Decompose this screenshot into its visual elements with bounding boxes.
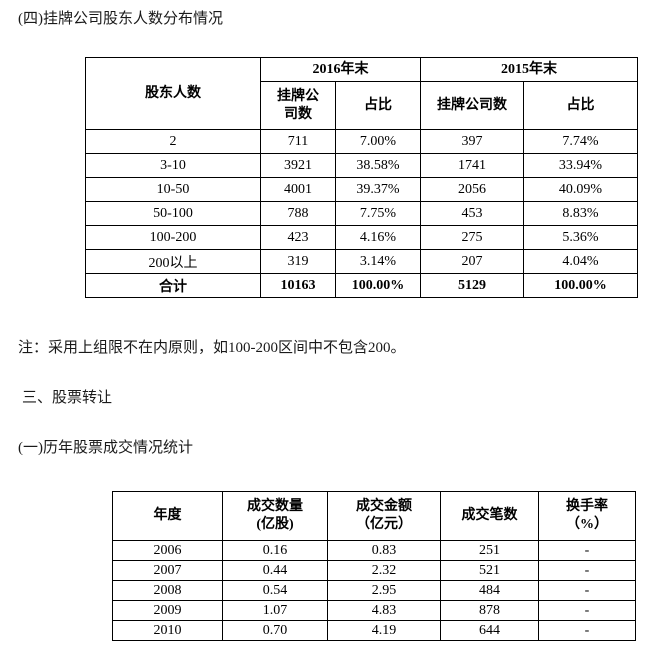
table-cell: 4001 <box>260 177 336 202</box>
table-row: 100-200 423 4.16% 275 5.36% <box>85 225 638 250</box>
table-cell: 397 <box>420 129 524 154</box>
table-cell: 2007 <box>112 560 223 581</box>
table-cell: 2009 <box>112 600 223 621</box>
table-cell: 50-100 <box>85 201 261 226</box>
table-cell: 40.09% <box>523 177 638 202</box>
table-header-row: 年度 成交数量 (亿股) 成交金额 （亿元） 成交笔数 换手率 （%） <box>112 491 636 541</box>
header-cell-turnover-rate: 换手率 （%） <box>538 491 636 541</box>
table-cell: 484 <box>440 580 539 601</box>
header-cell-share-2016: 占比 <box>335 81 421 130</box>
header-cell-shareholder-count: 股东人数 <box>85 57 261 130</box>
table-cell: 33.94% <box>523 153 638 178</box>
table-cell: 453 <box>420 201 524 226</box>
table-cell: 38.58% <box>335 153 421 178</box>
table-row: 10-50 4001 39.37% 2056 40.09% <box>85 177 638 202</box>
header-cell-trade-count: 成交笔数 <box>440 491 539 541</box>
table-cell: 0.83 <box>327 540 441 561</box>
table-cell: 2.95 <box>327 580 441 601</box>
table-cell: 788 <box>260 201 336 226</box>
table-cell: 7.74% <box>523 129 638 154</box>
table-cell: 7.75% <box>335 201 421 226</box>
table-header-row: 股东人数 2016年末 2015年末 <box>85 57 638 130</box>
table-cell: - <box>538 620 636 641</box>
table-cell: 3-10 <box>85 153 261 178</box>
table-cell: 2008 <box>112 580 223 601</box>
table-cell: 2.32 <box>327 560 441 581</box>
shareholder-table-body: 2 711 7.00% 397 7.74% 3-10 3921 38.58% 1741 33.94… <box>85 129 638 298</box>
table-cell: 3921 <box>260 153 336 178</box>
table-row: 2006 0.16 0.83 251- <box>112 540 636 561</box>
table-cell: 2010 <box>112 620 223 641</box>
subsection-heading: (一)历年股票成交情况统计 <box>18 440 193 456</box>
page-title: (四)挂牌公司股东人数分布情况 <box>18 11 223 27</box>
table-cell: 7.00% <box>335 129 421 154</box>
table-cell: 878 <box>440 600 539 621</box>
table-cell: 200以上 <box>85 249 261 274</box>
header-cell-listed-companies-2016: 挂牌公 司数 <box>260 81 336 130</box>
annual-trading-table: 年度 成交数量 (亿股) 成交金额 （亿元） 成交笔数 换手率 （%） 2006… <box>112 491 636 641</box>
table-row: 2 711 7.00% 397 7.74% <box>85 129 638 154</box>
table-row: 2010 0.70 4.19 644- <box>112 620 636 641</box>
table-row: 2009 1.07 4.83 878- <box>112 600 636 621</box>
table-row: 50-100 788 7.75% 453 8.83% <box>85 201 638 226</box>
table-row: 3-10 3921 38.58% 1741 33.94% <box>85 153 638 178</box>
table-cell: 4.19 <box>327 620 441 641</box>
table-cell: 4.04% <box>523 249 638 274</box>
table-cell: 1.07 <box>222 600 328 621</box>
table-cell: 10163 <box>260 273 336 298</box>
header-cell-share-2015: 占比 <box>523 81 638 130</box>
table-cell: 4.83 <box>327 600 441 621</box>
table-cell: 1741 <box>420 153 524 178</box>
header-cell-year: 年度 <box>112 491 223 541</box>
table-cell: 2006 <box>112 540 223 561</box>
header-cell-year-2015: 2015年末 <box>420 57 638 82</box>
section-heading: 三、股票转让 <box>22 390 113 406</box>
table-cell: 8.83% <box>523 201 638 226</box>
header-cell-trade-volume: 成交数量 (亿股) <box>222 491 328 541</box>
table-cell: - <box>538 580 636 601</box>
table-cell: 2 <box>85 129 261 154</box>
table-cell: 644 <box>440 620 539 641</box>
table-row: 2008 0.54 2.95 484- <box>112 580 636 601</box>
table-cell: 521 <box>440 560 539 581</box>
table-cell: 10-50 <box>85 177 261 202</box>
table-note: 注：采用上组限不在内原则，如100-200区间中不包含200。 <box>18 340 406 356</box>
table-cell: 0.44 <box>222 560 328 581</box>
table-cell: - <box>538 540 636 561</box>
table-row: 2007 0.44 2.32 521- <box>112 560 636 581</box>
table-cell: 0.70 <box>222 620 328 641</box>
table-cell: 2056 <box>420 177 524 202</box>
table-row: 200以上 319 3.14% 207 4.04% <box>85 249 638 274</box>
trading-table-body: 2006 0.16 0.83 251-2007 0.44 2.32 521-2008 0.54… <box>112 540 636 641</box>
table-cell: 39.37% <box>335 177 421 202</box>
table-cell: 5.36% <box>523 225 638 250</box>
table-cell: 合计 <box>85 273 261 298</box>
table-row: 合计 10163 100.00% 5129 100.00% <box>85 273 638 298</box>
table-cell: 0.54 <box>222 580 328 601</box>
table-cell: 4.16% <box>335 225 421 250</box>
header-cell-trade-amount: 成交金额 （亿元） <box>327 491 441 541</box>
table-cell: 100.00% <box>523 273 638 298</box>
table-cell: 5129 <box>420 273 524 298</box>
table-cell: 251 <box>440 540 539 561</box>
table-cell: 3.14% <box>335 249 421 274</box>
header-cell-listed-companies-2015: 挂牌公司数 <box>420 81 524 130</box>
table-subheader-row: 挂牌公 司数 占比 挂牌公司数 占比 <box>86 81 638 130</box>
header-cell-year-2016: 2016年末 <box>260 57 421 82</box>
table-cell: 711 <box>260 129 336 154</box>
table-cell: 275 <box>420 225 524 250</box>
table-cell: 100.00% <box>335 273 421 298</box>
table-cell: 100-200 <box>85 225 261 250</box>
table-cell: 319 <box>260 249 336 274</box>
table-cell: 207 <box>420 249 524 274</box>
table-cell: - <box>538 600 636 621</box>
table-cell: 423 <box>260 225 336 250</box>
table-cell: 0.16 <box>222 540 328 561</box>
table-cell: - <box>538 560 636 581</box>
